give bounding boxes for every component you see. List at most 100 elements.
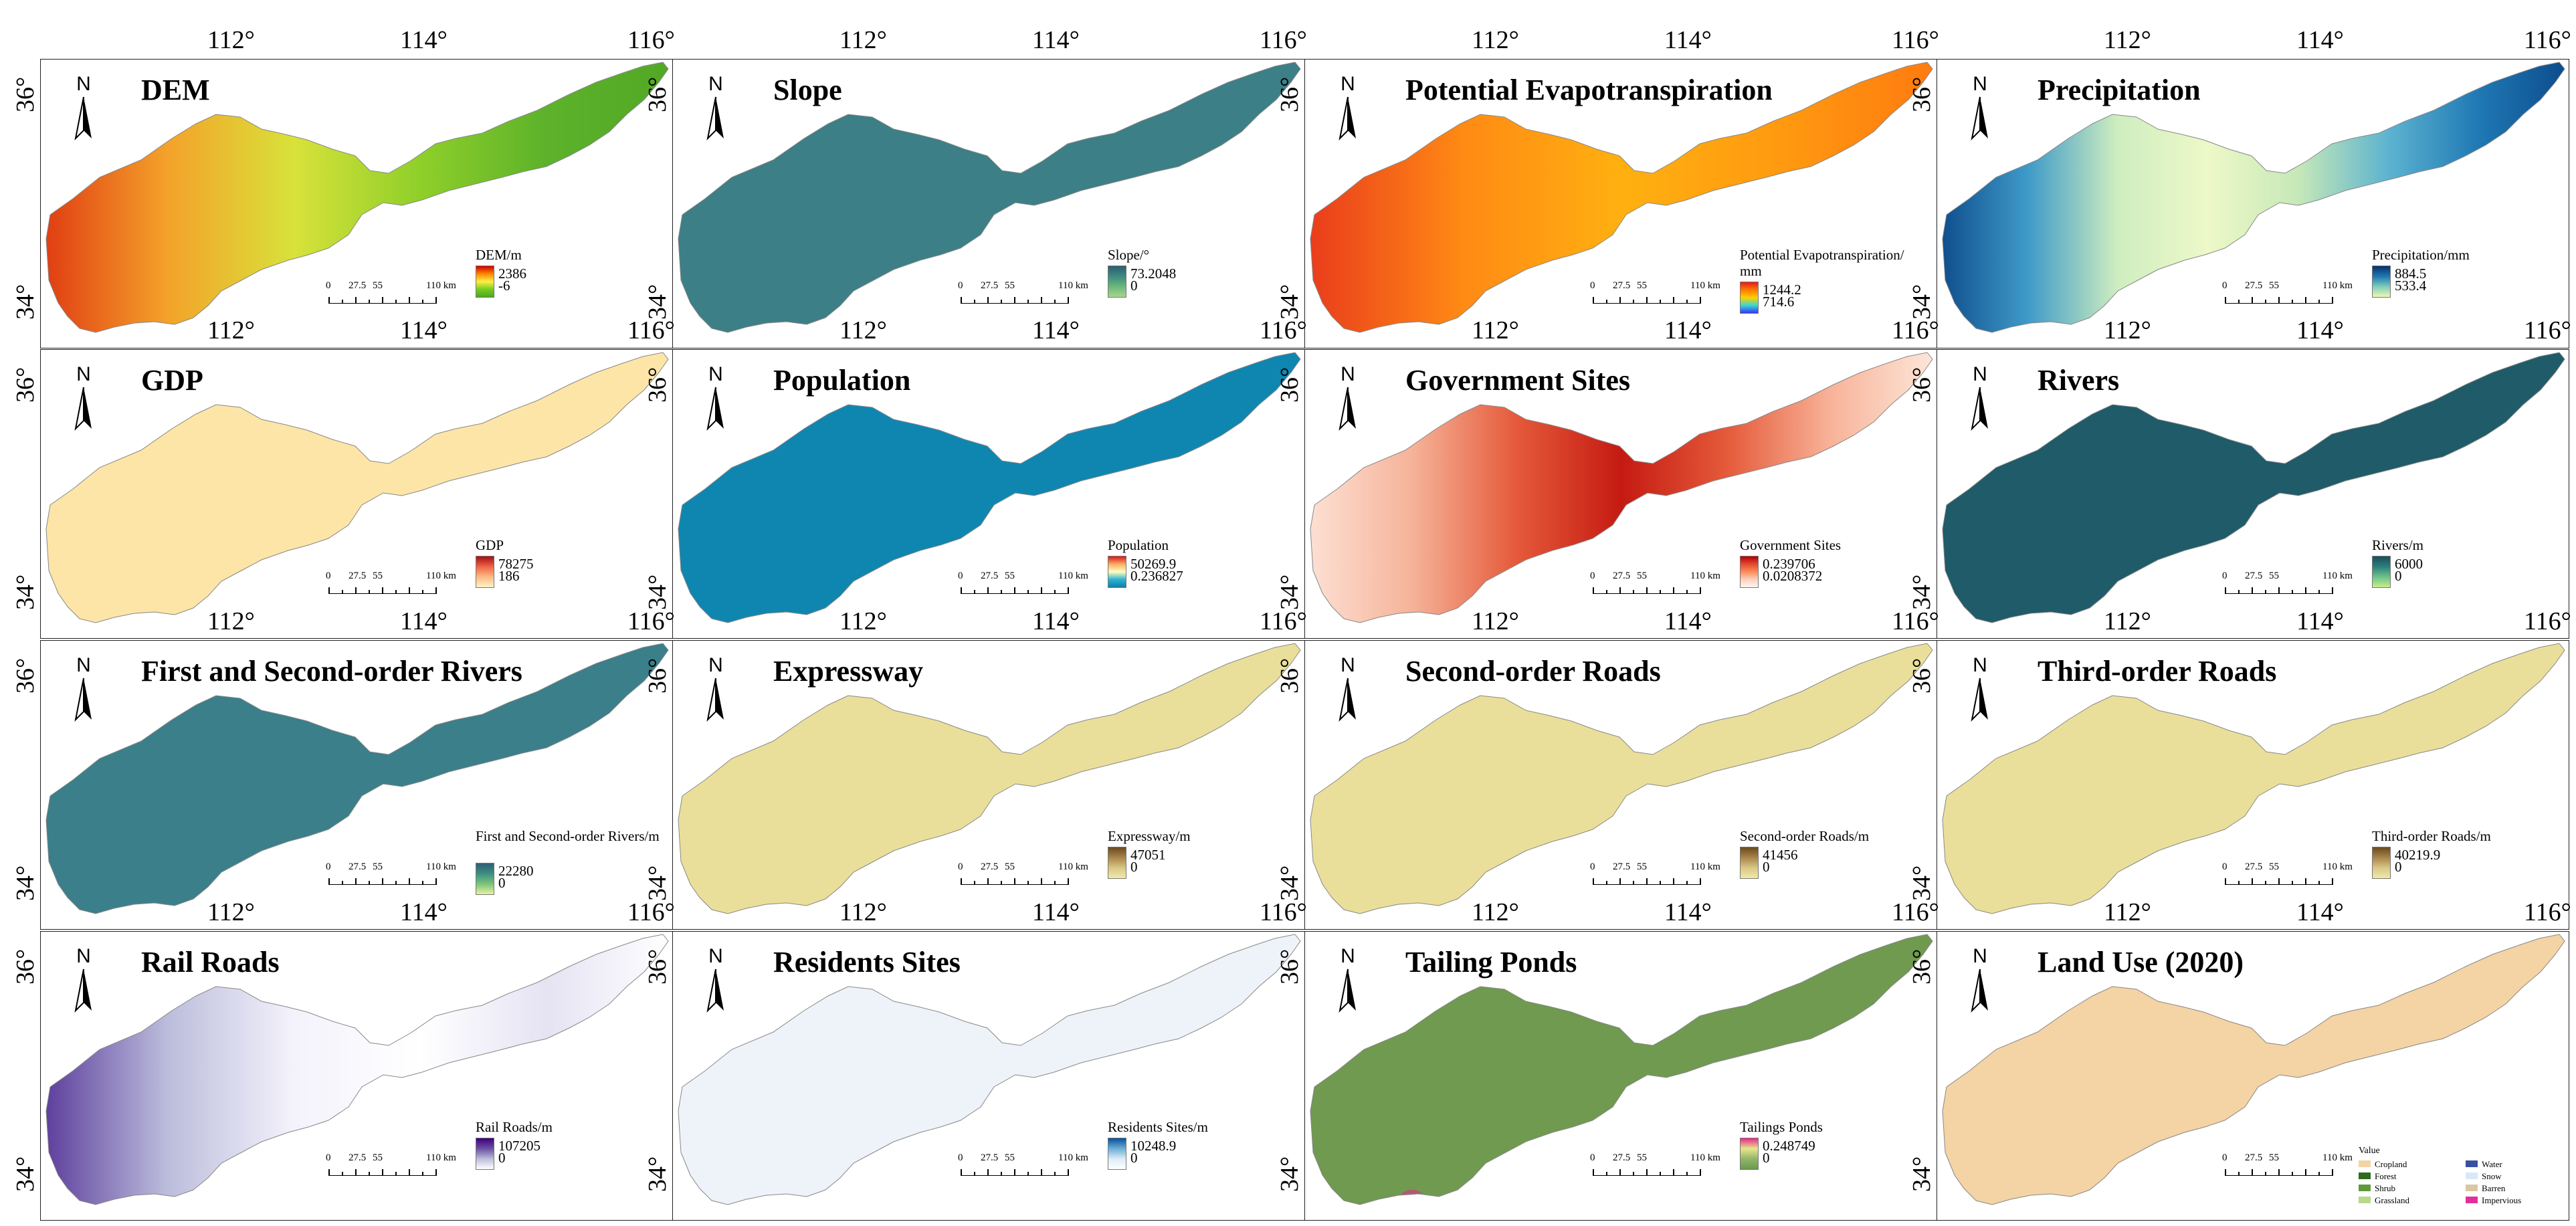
scale-label: 110 km xyxy=(1058,1152,1088,1163)
legend-color-ramp xyxy=(476,266,494,298)
north-arrow-icon: N xyxy=(706,363,724,431)
legend-title: Tailings Ponds xyxy=(1740,1119,1823,1135)
legend-swatch xyxy=(2359,1160,2371,1167)
legend-item-label: Water xyxy=(2482,1159,2502,1169)
longitude-label: 112° xyxy=(839,316,887,344)
scale-label: 55 xyxy=(1637,571,1647,581)
scale-label: 110 km xyxy=(2322,1152,2353,1163)
north-arrow-icon: N xyxy=(1339,945,1356,1013)
scale-bar: 0 27.5 55 110 km xyxy=(1590,280,1787,320)
scale-bar: 0 27.5 55 110 km xyxy=(1590,571,1787,611)
longitude-label: 114° xyxy=(2296,898,2344,926)
scale-label: 55 xyxy=(1637,1152,1647,1163)
map-panel-gdp: GDP N 0 27.5 55 110 km GDP 78275 186 112° 114° 116°… xyxy=(11,316,675,640)
legend-min-value: 0.236827 xyxy=(1130,568,1183,584)
legend-color-ramp xyxy=(1108,847,1126,879)
north-label: N xyxy=(1341,363,1355,385)
longitude-label: 114° xyxy=(2296,26,2344,54)
map-panel-tail: Tailing Ponds N 0 27.5 55 110 km Tailings Pond… xyxy=(1276,898,1939,1222)
panel-title: Land Use (2020) xyxy=(2038,946,2244,979)
scale-label: 27.5 xyxy=(981,571,999,581)
panel-title: Expressway xyxy=(773,655,924,688)
latitude-label: 34° xyxy=(11,284,39,320)
legend-item-label: Snow xyxy=(2482,1171,2502,1181)
legend: Expressway/m 47051 0 xyxy=(1108,828,1302,908)
north-label: N xyxy=(1341,654,1355,676)
map-canvas xyxy=(45,934,669,1205)
scale-label: 110 km xyxy=(1690,1152,1720,1163)
scale-bar-line xyxy=(328,878,437,885)
map-panel-road2: Second-order Roads N 0 27.5 55 110 km Second-o… xyxy=(1276,607,1939,931)
longitude-label: 114° xyxy=(2296,607,2344,635)
scale-bar: 0 27.5 55 110 km xyxy=(1590,1152,1787,1193)
scale-label: 27.5 xyxy=(349,280,367,291)
legend: Slope/° 73.2048 0 xyxy=(1108,247,1302,327)
scale-bar-line xyxy=(961,878,1069,885)
legend: First and Second-order Rivers/m 22280 0 xyxy=(476,828,670,908)
map-frame: Third-order Roads N 0 27.5 55 110 km Third-ord… xyxy=(1937,640,2569,930)
north-arrow-icon: N xyxy=(1339,73,1356,141)
scale-label: 55 xyxy=(1005,280,1015,291)
longitude-label: 112° xyxy=(207,898,255,926)
scale-bar-line xyxy=(1593,297,1701,304)
map-frame: Rail Roads N 0 27.5 55 110 km Rail Roads/m 1072… xyxy=(40,931,673,1221)
longitude-label: 112° xyxy=(207,316,255,344)
legend-title: Residents Sites/m xyxy=(1108,1119,1208,1135)
scale-bar-line xyxy=(328,297,437,304)
legend-item-label: Barren xyxy=(2482,1183,2506,1193)
longitude-label: 112° xyxy=(1472,316,1519,344)
panel-title: Population xyxy=(773,364,911,397)
legend-title: DEM/m xyxy=(476,247,522,263)
longitude-label: 112° xyxy=(2104,316,2151,344)
legend-min-value: 0 xyxy=(2395,568,2402,584)
latitude-label: 34° xyxy=(1276,865,1304,901)
legend-min-value: 0 xyxy=(1130,859,1138,875)
legend-title: First and Second-order Rivers/m xyxy=(476,828,660,844)
longitude-label: 112° xyxy=(2104,26,2151,54)
scale-label: 110 km xyxy=(1058,861,1088,872)
legend-title: Third-order Roads/m xyxy=(2372,828,2491,844)
map-frame: DEM N 0 27.5 55 110 km DEM/m 2386 -6 xyxy=(40,59,673,348)
map-canvas xyxy=(678,934,1301,1205)
scale-bar-line xyxy=(961,1169,1069,1176)
legend-title: Slope/° xyxy=(1108,247,1150,263)
map-frame: Slope N 0 27.5 55 110 km Slope/° 73.2048 0 xyxy=(672,59,1305,348)
longitude-label: 116° xyxy=(2524,316,2571,344)
scale-bar-line xyxy=(961,297,1069,304)
legend-color-ramp xyxy=(2372,847,2391,879)
scale-bar-line xyxy=(2225,297,2333,304)
scale-bar: 0 27.5 55 110 km xyxy=(958,280,1155,320)
north-label: N xyxy=(76,73,91,95)
legend-min-value: 0 xyxy=(1130,1150,1138,1166)
longitude-label: 116° xyxy=(1892,898,1939,926)
latitude-label: 34° xyxy=(643,574,672,610)
legend-title: Potential Evapotranspiration/ mm xyxy=(1740,247,1904,279)
legend-max-value: 50269.9 xyxy=(1130,556,1177,572)
scale-bar: 0 27.5 55 110 km xyxy=(326,280,522,320)
latitude-label: 36° xyxy=(1276,76,1304,112)
legend: GDP 78275 186 xyxy=(476,537,670,617)
legend-max-value: 47051 xyxy=(1130,847,1166,863)
map-panel-lu: Land Use (2020) N 0 27.5 55 110 km Value Cropla… xyxy=(1908,898,2571,1222)
legend-min-value: -6 xyxy=(498,278,510,294)
scale-bar: 0 27.5 55 110 km xyxy=(2222,571,2419,611)
north-arrow-icon: N xyxy=(74,654,92,722)
scale-label: 110 km xyxy=(2322,861,2353,872)
panel-title: Rivers xyxy=(2038,364,2120,397)
north-arrow-icon: N xyxy=(74,945,92,1013)
legend-item-label: Cropland xyxy=(2375,1159,2407,1169)
legend-min-value: 0 xyxy=(498,1150,506,1166)
legend-item-label: Impervious xyxy=(2482,1195,2522,1205)
legend-swatch xyxy=(2466,1160,2478,1167)
scale-label: 0 xyxy=(2222,861,2227,872)
north-label: N xyxy=(1973,73,1987,95)
scale-label: 27.5 xyxy=(349,571,367,581)
legend-swatch xyxy=(2359,1197,2371,1203)
legend-item-label: Forest xyxy=(2375,1171,2397,1181)
legend-color-ramp xyxy=(1740,847,1759,879)
scale-label: 110 km xyxy=(2322,280,2353,291)
longitude-label: 116° xyxy=(627,607,675,635)
map-panel-dem: DEM N 0 27.5 55 110 km DEM/m 2386 -6 112° 114° 116°… xyxy=(11,26,675,350)
panel-title: DEM xyxy=(141,74,210,106)
legend-title: Expressway/m xyxy=(1108,828,1191,844)
